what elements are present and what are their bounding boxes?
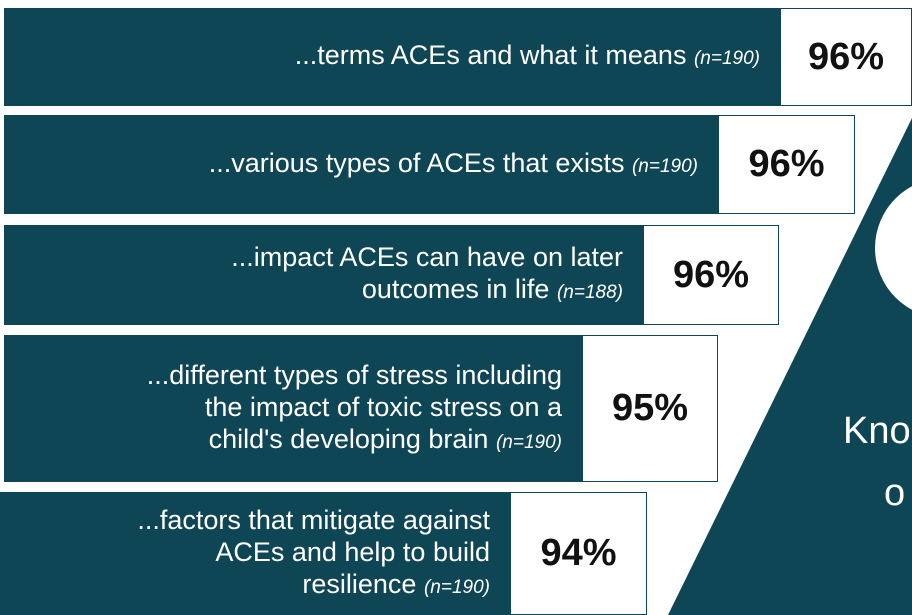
statement-box: ...factors that mitigate against ACEs and… [0,492,510,615]
statement-text: child's developing brain [208,423,489,454]
percent-box: 95% [582,335,718,482]
statement-text: ...terms ACEs and what it means [294,40,687,70]
statement-text: the impact of toxic stress on a [204,391,562,422]
statement-box: ...terms ACEs and what it means (n=190) [4,8,780,106]
statement-line: resilience (n=190) [0,568,490,604]
statement-box: ...various types of ACEs that exists (n=… [4,115,718,214]
statement-text: ...different types of stress including [146,359,562,390]
sample-size: (n=188) [556,282,623,303]
percent-box: 96% [780,8,912,106]
statement-line: ...different types of stress including [4,359,562,391]
sample-size: (n=190) [631,155,698,177]
sample-size: (n=190) [693,48,760,69]
triangle [668,118,912,615]
statement-text: ...factors that mitigate against [137,504,490,535]
statement-text: resilience [302,568,417,599]
statement-text: ...various types of ACEs that exists [208,147,625,178]
percent-box: 94% [510,492,647,615]
statement-line: ACEs and help to build [0,536,490,568]
sample-size: (n=190) [423,576,490,598]
statement-line: ...factors that mitigate against [0,504,490,536]
side-text: Kno [843,410,911,452]
percent-box: 96% [718,115,855,214]
statement-text: ACEs and help to build [215,536,490,567]
statement-line: child's developing brain (n=190) [4,423,562,459]
statement-text: ...impact ACEs can have on later [231,242,623,272]
percent-box: 96% [643,225,779,325]
statement-line: ...various types of ACEs that exists (n=… [4,147,698,183]
statement-box: ...different types of stress including th… [4,335,582,482]
side-text: o [884,472,906,514]
statement-line: the impact of toxic stress on a [4,391,562,423]
circle [875,186,912,310]
statement-text: outcomes in life [361,274,550,304]
statement-line: ...impact ACEs can have on later [4,241,623,273]
sample-size: (n=190) [495,431,562,453]
statement-box: ...impact ACEs can have on later outcomes… [4,225,643,325]
statement-line: outcomes in life (n=188) [4,273,623,309]
statement-line: ...terms ACEs and what it means (n=190) [4,39,760,75]
